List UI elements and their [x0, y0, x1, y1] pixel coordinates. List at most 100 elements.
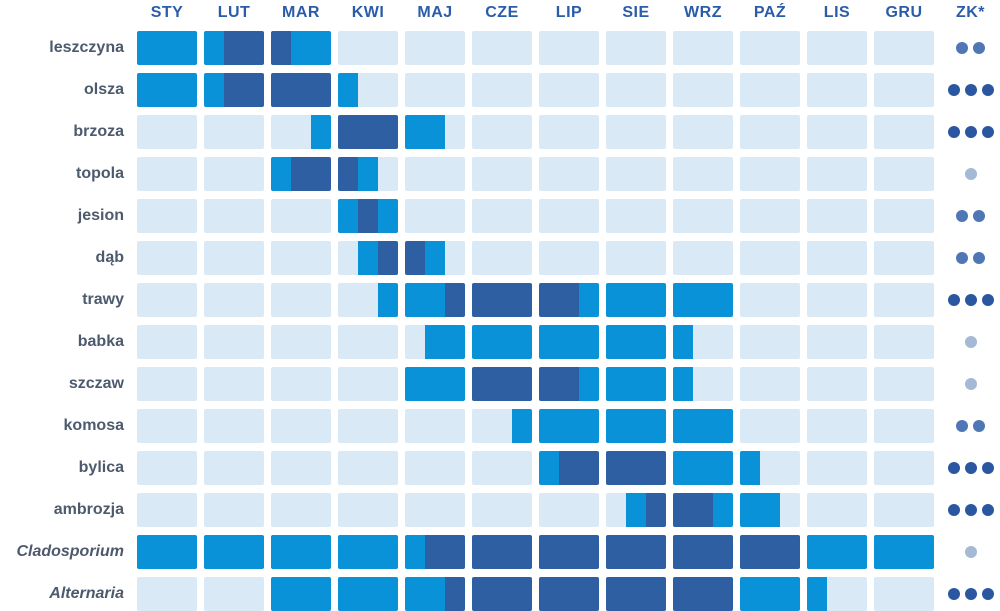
month-cell [137, 451, 197, 485]
month-cell [472, 493, 532, 527]
no-season-segment [204, 367, 264, 401]
high-intensity-segment [645, 493, 666, 527]
month-cell [606, 493, 666, 527]
month-cell [606, 157, 666, 191]
month-cell [740, 493, 800, 527]
zk-dot-icon [947, 504, 960, 516]
month-cell [539, 157, 599, 191]
zk-dot-icon [964, 84, 977, 96]
zk-dots [941, 73, 1000, 107]
no-season-segment [606, 199, 666, 233]
medium-intensity-segment [807, 577, 827, 611]
no-season-segment [137, 115, 197, 149]
table-row: bylica [0, 451, 1000, 485]
month-cell [271, 367, 331, 401]
no-season-segment [874, 409, 934, 443]
month-cell [606, 283, 666, 317]
no-season-segment [874, 283, 934, 317]
month-cell [539, 451, 599, 485]
high-intensity-segment [740, 535, 800, 569]
month-cell [539, 31, 599, 65]
high-intensity-segment [271, 31, 291, 65]
month-cell [874, 367, 934, 401]
no-season-segment [271, 115, 312, 149]
medium-intensity-segment [137, 73, 197, 107]
no-season-segment [673, 73, 733, 107]
high-intensity-segment [377, 241, 398, 275]
month-cell [271, 31, 331, 65]
zk-dot-icon [981, 588, 994, 600]
no-season-segment [740, 73, 800, 107]
medium-intensity-segment [579, 367, 599, 401]
month-cell [271, 535, 331, 569]
no-season-segment [874, 493, 934, 527]
no-season-segment [472, 157, 532, 191]
medium-intensity-segment [424, 241, 445, 275]
medium-intensity-segment [673, 367, 693, 401]
zk-dot-icon [964, 546, 977, 558]
no-season-segment [874, 157, 934, 191]
no-season-segment [405, 325, 425, 359]
no-season-segment [271, 283, 331, 317]
no-season-segment [673, 31, 733, 65]
medium-intensity-segment [405, 577, 446, 611]
month-cell [874, 241, 934, 275]
month-cell [271, 577, 331, 611]
no-season-segment [807, 157, 867, 191]
month-cell [271, 451, 331, 485]
high-intensity-segment [472, 535, 532, 569]
medium-intensity-segment [579, 283, 599, 317]
no-season-segment [271, 493, 331, 527]
zk-dot-icon [981, 462, 994, 474]
medium-intensity-segment [673, 325, 693, 359]
month-cell [874, 283, 934, 317]
month-cell [338, 31, 398, 65]
month-cell [606, 325, 666, 359]
high-intensity-segment [673, 493, 714, 527]
zk-dot-icon [964, 336, 977, 348]
table-row: Alternaria [0, 577, 1000, 611]
header-row: STY LUT MAR KWI MAJ CZE LIP SIE WRZ PAŹ LIS GRU ZK* [0, 2, 1000, 24]
medium-intensity-segment [405, 367, 465, 401]
high-intensity-segment [539, 535, 599, 569]
no-season-segment [807, 241, 867, 275]
month-cell [271, 283, 331, 317]
month-cell [271, 325, 331, 359]
high-intensity-segment [472, 283, 532, 317]
medium-intensity-segment [606, 409, 666, 443]
month-cell [740, 367, 800, 401]
month-cell [338, 577, 398, 611]
month-cell [204, 409, 264, 443]
month-cell [137, 157, 197, 191]
month-cell [271, 199, 331, 233]
medium-intensity-segment [137, 31, 197, 65]
medium-intensity-segment [606, 367, 666, 401]
row-label: leszczyna [49, 39, 124, 56]
month-cell [606, 451, 666, 485]
no-season-segment [740, 409, 800, 443]
month-cell [405, 367, 465, 401]
no-season-segment [137, 325, 197, 359]
no-season-segment [204, 451, 264, 485]
month-cell [204, 115, 264, 149]
no-season-segment [807, 283, 867, 317]
month-cell [874, 493, 934, 527]
medium-intensity-segment [405, 535, 425, 569]
month-cell [807, 73, 867, 107]
month-cell [673, 31, 733, 65]
month-cell [472, 535, 532, 569]
month-cell [338, 535, 398, 569]
high-intensity-segment [539, 283, 580, 317]
no-season-segment [539, 31, 599, 65]
month-cell [673, 199, 733, 233]
no-season-segment [137, 577, 197, 611]
medium-intensity-segment [204, 31, 224, 65]
month-cell [472, 409, 532, 443]
medium-intensity-segment [290, 31, 331, 65]
month-cell [338, 367, 398, 401]
no-season-segment [807, 199, 867, 233]
month-cell [740, 325, 800, 359]
medium-intensity-segment [378, 283, 398, 317]
zk-dots [941, 283, 1000, 317]
medium-intensity-segment [338, 577, 398, 611]
